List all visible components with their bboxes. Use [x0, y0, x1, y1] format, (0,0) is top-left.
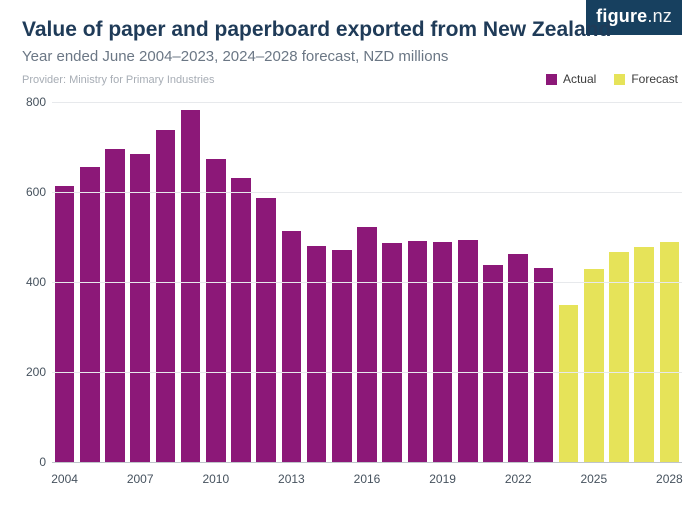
y-tick-label: 200 [6, 365, 46, 379]
chart-provider: Provider: Ministry for Primary Industrie… [22, 74, 215, 86]
legend-label-forecast: Forecast [631, 72, 678, 86]
chart-subtitle: Year ended June 2004–2023, 2024–2028 for… [22, 48, 448, 65]
y-tick-label: 400 [6, 275, 46, 289]
legend: Actual Forecast [546, 72, 678, 86]
bar [508, 254, 528, 462]
x-tick-label: 2013 [278, 472, 305, 486]
bar [55, 186, 75, 462]
x-tick-label: 2028 [656, 472, 683, 486]
bar [660, 242, 680, 463]
bar [534, 268, 554, 462]
bar [433, 242, 453, 463]
chart-title: Value of paper and paperboard exported f… [22, 18, 611, 42]
y-tick-label: 600 [6, 185, 46, 199]
bar [282, 231, 302, 462]
bar [483, 265, 503, 462]
legend-item-forecast: Forecast [614, 72, 678, 86]
bar [357, 227, 377, 462]
bar [584, 269, 604, 462]
x-tick-label: 2025 [580, 472, 607, 486]
x-axis-line [52, 462, 682, 463]
bar [105, 149, 125, 462]
gridline [52, 282, 682, 283]
bar [231, 178, 251, 462]
bar [256, 198, 276, 462]
bar [559, 305, 579, 462]
bar [307, 246, 327, 462]
x-tick-label: 2022 [505, 472, 532, 486]
bar [408, 241, 428, 462]
bar [382, 243, 402, 462]
bar [181, 110, 201, 462]
x-tick-label: 2004 [51, 472, 78, 486]
y-tick-label: 800 [6, 95, 46, 109]
legend-label-actual: Actual [563, 72, 596, 86]
brand-suffix: .nz [647, 6, 672, 26]
gridline [52, 192, 682, 193]
bar [130, 154, 150, 462]
bar [634, 247, 654, 462]
gridline [52, 102, 682, 103]
y-tick-label: 0 [6, 455, 46, 469]
x-tick-label: 2007 [127, 472, 154, 486]
x-tick-label: 2016 [354, 472, 381, 486]
gridline [52, 372, 682, 373]
x-tick-label: 2010 [202, 472, 229, 486]
bar [206, 159, 226, 462]
legend-swatch-forecast [614, 74, 625, 85]
bar [458, 240, 478, 462]
chart-container: figure.nz Value of paper and paperboard … [0, 0, 700, 525]
bar [156, 130, 176, 462]
legend-item-actual: Actual [546, 72, 596, 86]
x-tick-label: 2019 [429, 472, 456, 486]
legend-swatch-actual [546, 74, 557, 85]
bar [80, 167, 100, 462]
plot-area: 0 200 400 600 800 2004 2007 2010 2013 2016 2019 202… [0, 92, 700, 500]
bar [609, 252, 629, 462]
